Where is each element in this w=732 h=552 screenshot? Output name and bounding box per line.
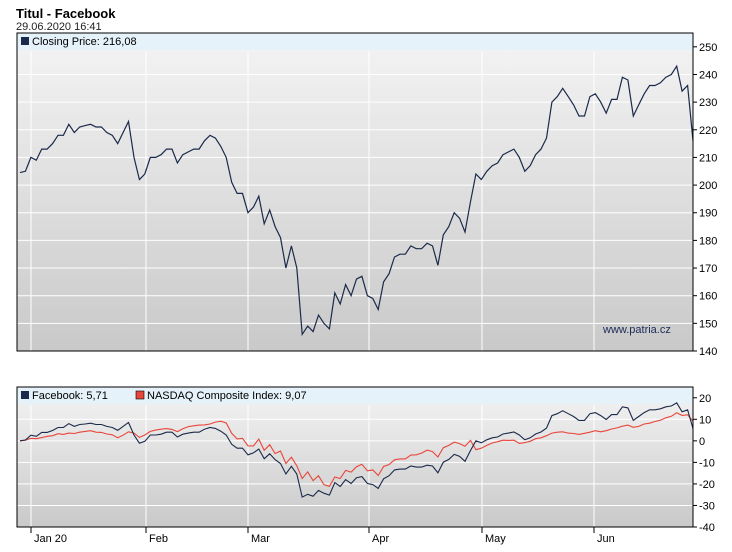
nasdaq-legend-marker [135,390,145,400]
performance-y-tick-label: -30 [699,500,715,512]
price-y-tick-label: 150 [699,318,717,330]
price-y-tick-label: 210 [699,152,717,164]
performance-plot-area [17,387,693,527]
performance-y-tick-label: 10 [699,414,711,426]
x-tick-label: Apr [372,533,389,545]
price-y-tick-label: 250 [699,42,717,54]
performance-plot-frame [16,386,694,528]
x-tick-label: Jun [597,533,615,545]
price-legend-marker [21,37,29,45]
facebook-performance-line [19,402,694,498]
performance-y-tick-label: -40 [699,522,715,534]
price-y-tick-label: 140 [699,346,717,358]
performance-y-tick-label: 20 [699,393,711,405]
price-plot-area [17,33,693,351]
price-y-tick-label: 230 [699,97,717,109]
price-y-tick-label: 180 [699,235,717,247]
performance-y-tick-label: -10 [699,457,715,469]
x-tick-label: Jan 20 [34,533,67,545]
chart-timestamp: 29.06.2020 16:41 [16,21,102,33]
facebook-legend-marker [21,391,29,399]
price-y-tick-label: 240 [699,69,717,81]
price-y-tick-label: 190 [699,208,717,220]
price-legend-label: Closing Price: 216,08 [32,36,137,48]
x-tick-label: May [485,533,506,545]
price-y-tick-label: 200 [699,180,717,192]
price-plot-frame [16,32,694,352]
performance-y-tick-label: -20 [699,479,715,491]
performance-y-tick-label: 0 [699,436,705,448]
facebook-price-line [19,64,694,337]
nasdaq-performance-line [19,412,694,487]
watermark: www.patria.cz [602,324,671,336]
price-y-tick-label: 220 [699,125,717,137]
facebook-legend-label: Facebook: 5,71 [32,390,108,402]
price-legend-band [17,33,693,50]
price-y-tick-label: 160 [699,291,717,303]
x-tick-label: Feb [149,533,168,545]
nasdaq-legend-label: NASDAQ Composite Index: 9,07 [147,390,307,402]
chart-title: Titul - Facebook [16,6,116,21]
x-tick-label: Mar [251,533,270,545]
performance-legend-band [17,387,693,404]
price-y-tick-label: 170 [699,263,717,275]
